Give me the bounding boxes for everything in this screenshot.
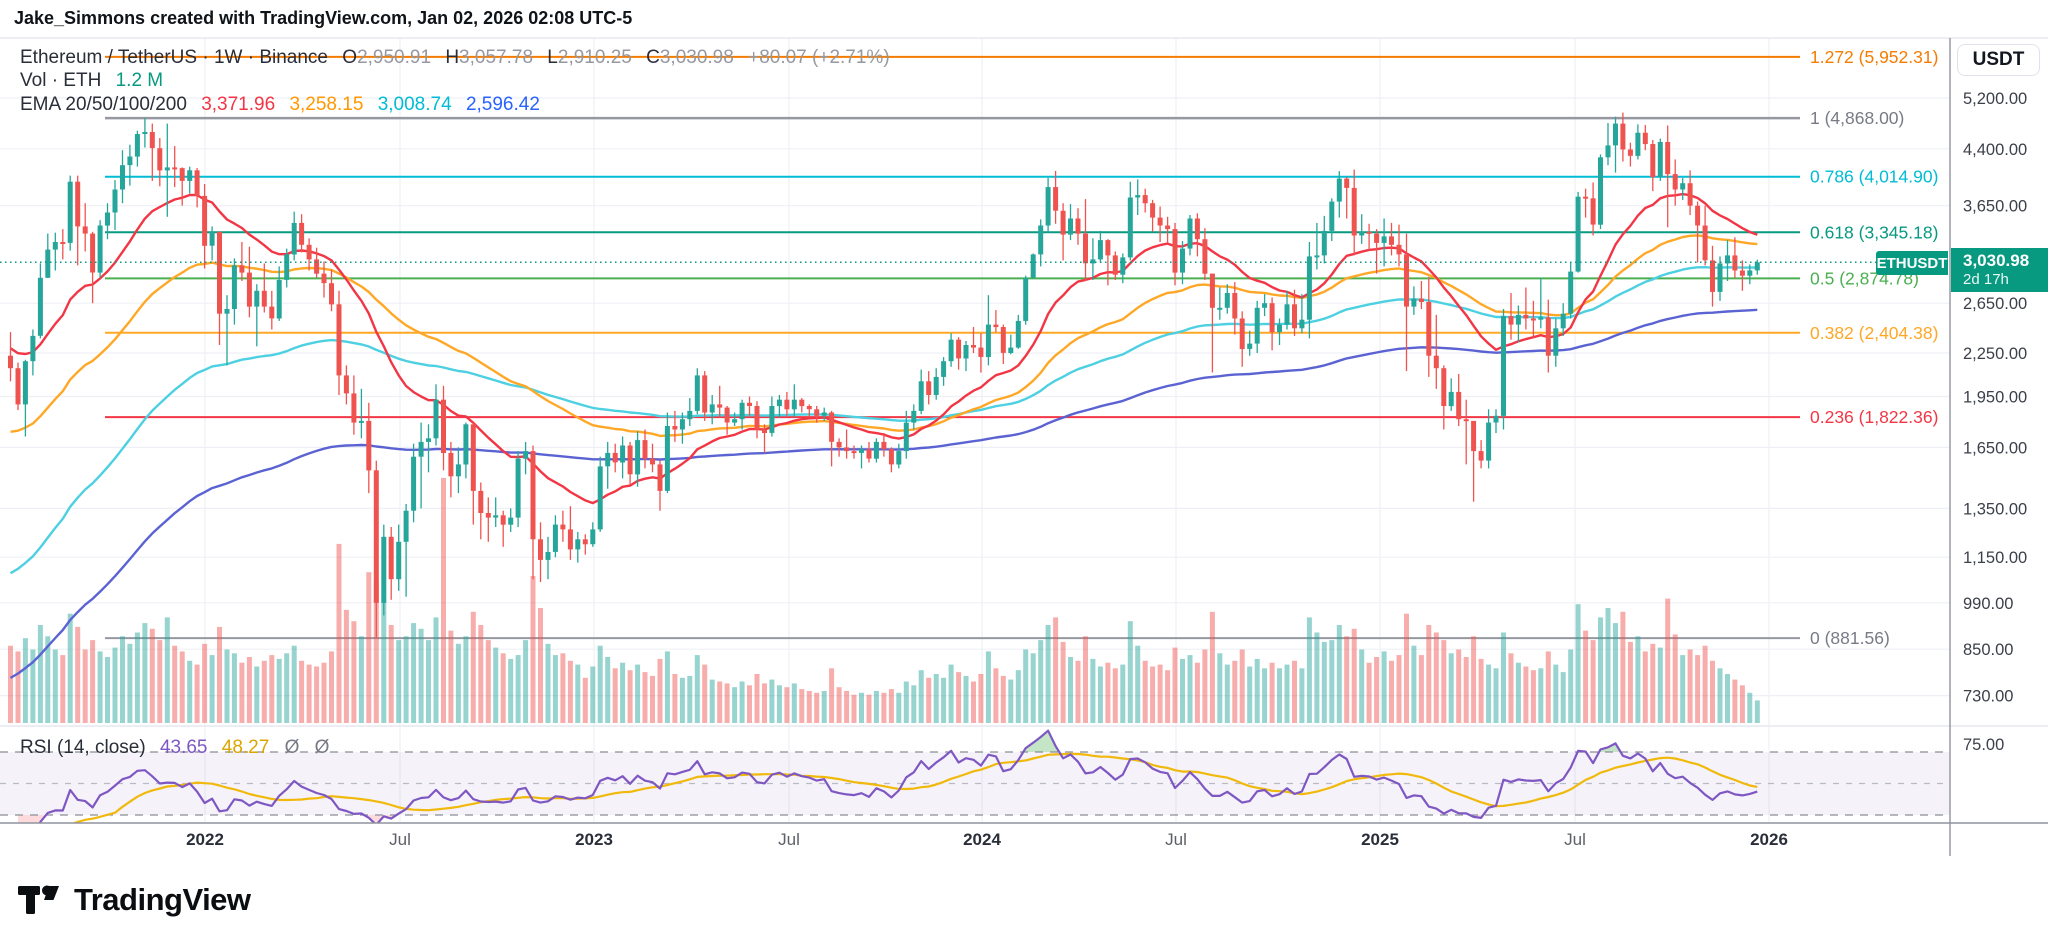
fib-label-0.786: 0.786 (4,014.90) [1810, 167, 1938, 187]
volume-layer [8, 477, 1760, 724]
ema100-value: 3,008.74 [377, 94, 452, 115]
ema200-value: 2,596.42 [465, 94, 540, 115]
price-tick-label: 850.00 [1963, 641, 2013, 659]
volume-value: 1.2 M [115, 70, 164, 91]
change-value: +80.07 (+2.71%) [748, 47, 890, 68]
currency-toggle-button[interactable]: USDT [1957, 44, 2040, 76]
rsi-label: RSI (14, close) [20, 737, 146, 758]
price-tick-label: 4,400.00 [1963, 141, 2027, 159]
ema-legend[interactable]: EMA 20/50/100/200 3,371.96 3,258.15 3,00… [20, 94, 540, 116]
time-tick-label-2025: 2025 [1361, 830, 1399, 849]
rsi-line[interactable] [18, 729, 1758, 863]
time-axis[interactable]: 2022 Jul 2023 Jul 2024 Jul 2025 Jul 2026 [186, 830, 1788, 849]
price-axis[interactable]: 5,200.00 4,400.00 3,650.00 2,650.00 2,250.00… [1963, 90, 2027, 754]
time-tick-label-Jul: Jul [1564, 830, 1586, 849]
bar-countdown: 2d 17h [1963, 271, 2009, 288]
time-tick-label-Jul: Jul [778, 830, 800, 849]
ema50-value: 3,258.15 [289, 94, 364, 115]
price-tick-label: 5,200.00 [1963, 90, 2027, 108]
rsi-placeholder-1: Ø [284, 737, 300, 758]
symbol-title: Ethereum / TetherUS · 1W · Binance [20, 47, 328, 68]
price-tick-label: 730.00 [1963, 688, 2013, 706]
fib-label-0: 0 (881.56) [1810, 628, 1890, 648]
ema-50-line[interactable] [10, 234, 1758, 438]
last-price-box: 3,030.98 2d 17h [1951, 248, 2048, 292]
price-tick-label: 3,650.00 [1963, 198, 2027, 216]
time-tick-label-Jul: Jul [1165, 830, 1187, 849]
tradingview-wordmark: TradingView [74, 882, 251, 917]
price-tick-label: 2,250.00 [1963, 345, 2027, 363]
time-tick-label-2024: 2024 [963, 830, 1001, 849]
price-tick-label: 1,950.00 [1963, 389, 2027, 407]
grid-vertical [204, 38, 1770, 823]
rsi-tick-label: 75.00 [1963, 736, 2004, 754]
time-tick-label-2023: 2023 [575, 830, 613, 849]
volume-label: Vol · ETH [20, 70, 102, 91]
time-tick-label-2022: 2022 [186, 830, 224, 849]
fib-label-1.272: 1.272 (5,952.31) [1810, 47, 1938, 67]
ema-200-line[interactable] [9, 308, 1758, 679]
ema20-value: 3,371.96 [201, 94, 276, 115]
fib-label-1: 1 (4,868.00) [1810, 108, 1904, 128]
low-label: L [547, 47, 558, 68]
rsi-placeholder-2: Ø [314, 737, 330, 758]
rsi-ma-value: 48.27 [221, 737, 270, 758]
price-tick-label: 2,650.00 [1963, 295, 2027, 313]
price-tick-label: 1,350.00 [1963, 500, 2027, 518]
candles-layer[interactable] [8, 112, 1760, 638]
rsi-value: 43.65 [159, 737, 208, 758]
ema-label: EMA 20/50/100/200 [20, 94, 187, 115]
time-tick-label-Jul: Jul [389, 830, 411, 849]
fib-label-0.236: 0.236 (1,822.36) [1810, 407, 1938, 427]
open-value: 2,950.91 [357, 47, 432, 68]
symbol-price-badge: ETHUSDT [1876, 251, 1948, 275]
symbol-legend[interactable]: Ethereum / TetherUS · 1W · Binance O2,95… [20, 47, 890, 69]
time-tick-label-2026: 2026 [1750, 830, 1788, 849]
fib-retracement-drawing[interactable] [105, 55, 1800, 640]
close-label: C [646, 47, 660, 68]
high-value: 3,057.78 [459, 47, 534, 68]
low-value: 2,910.25 [557, 47, 632, 68]
fib-label-0.618: 0.618 (3,345.18) [1810, 222, 1938, 242]
fib-labels: 1.272 (5,952.31) 1 (4,868.00) 0.786 (4,014… [1810, 47, 1938, 648]
ema-100-line[interactable] [9, 266, 1758, 575]
volume-legend[interactable]: Vol · ETH 1.2 M [20, 70, 163, 92]
ema-20-line[interactable] [9, 192, 1758, 505]
price-tick-label: 990.00 [1963, 595, 2013, 613]
rsi-legend[interactable]: RSI (14, close) 43.65 48.27 Ø Ø [20, 737, 329, 759]
close-value: 3,030.98 [659, 47, 734, 68]
open-label: O [342, 47, 358, 68]
attribution-text: Jake_Simmons created with TradingView.co… [14, 8, 633, 28]
price-tick-label: 1,650.00 [1963, 439, 2027, 457]
grid-horizontal [0, 97, 1950, 697]
tradingview-logo-icon [18, 885, 59, 914]
tradingview-logo[interactable]: TradingView [16, 876, 251, 924]
high-label: H [445, 47, 460, 68]
last-price-value: 3,030.98 [1963, 251, 2030, 270]
price-tick-label: 1,150.00 [1963, 549, 2027, 567]
fib-label-0.382: 0.382 (2,404.38) [1810, 323, 1938, 343]
